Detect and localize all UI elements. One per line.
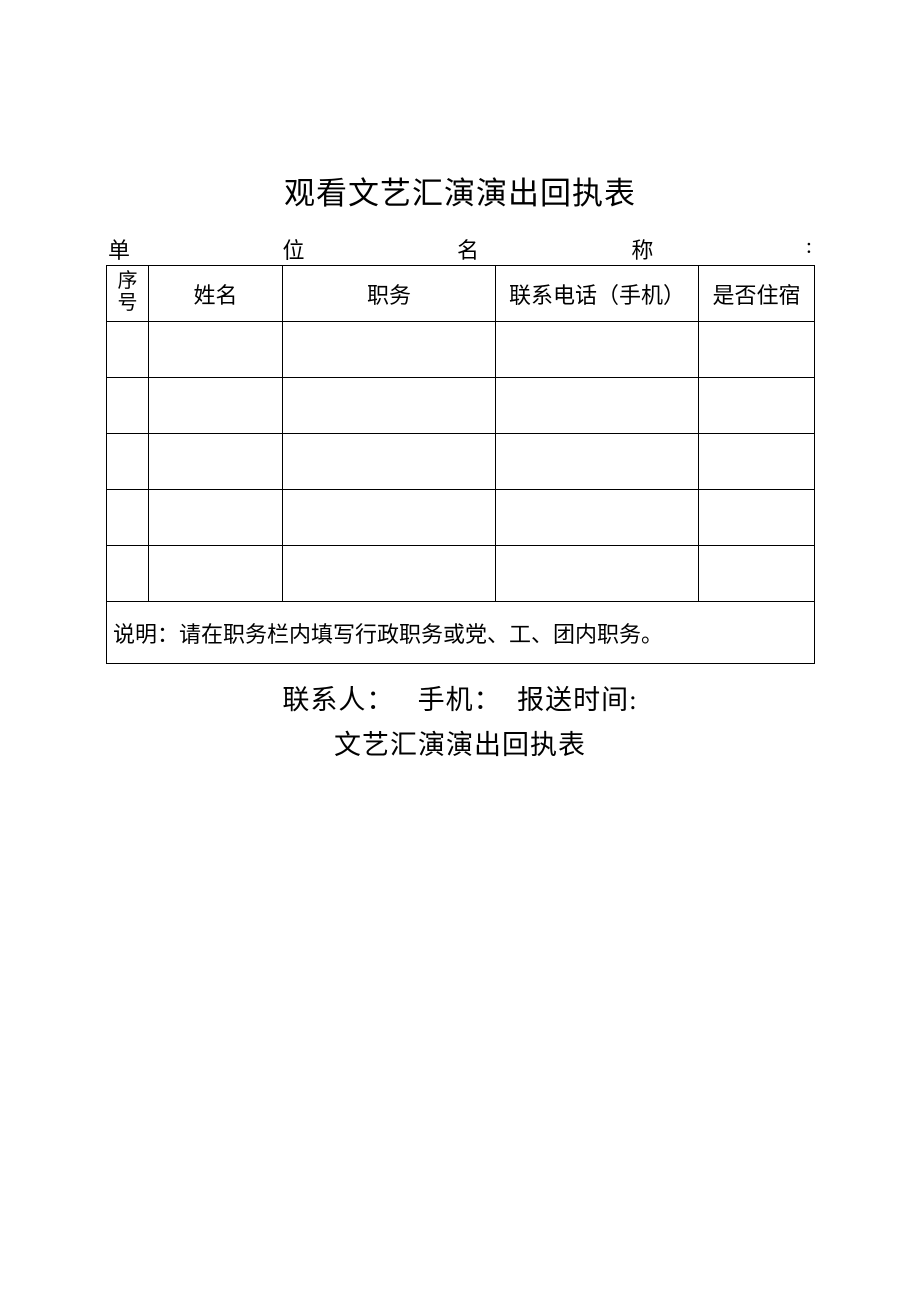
cell-seq (107, 546, 149, 602)
cell-phone (496, 546, 699, 602)
cell-position (283, 546, 496, 602)
contact-label: 联系人： (282, 685, 394, 715)
unit-char-5: : (806, 233, 812, 265)
cell-position (283, 378, 496, 434)
cell-position (283, 490, 496, 546)
cell-phone (496, 378, 699, 434)
cell-name (149, 490, 283, 546)
table-header-row: 序 号 姓名 职务 联系电话（手机） 是否住宿 (107, 266, 815, 322)
cell-phone (496, 490, 699, 546)
cell-phone (496, 434, 699, 490)
cell-seq (107, 378, 149, 434)
time-label: 报送时间: (517, 685, 638, 715)
cell-name (149, 546, 283, 602)
unit-char-2: 位 (282, 233, 304, 265)
cell-stay (699, 322, 815, 378)
cell-seq (107, 322, 149, 378)
unit-name-line: 单 位 名 称 : (106, 233, 814, 265)
header-seq-line1: 序 (118, 270, 138, 292)
document-page: 观看文艺汇演演出回执表 单 位 名 称 : 序 号 姓名 职务 联系电话（手机）… (0, 0, 920, 762)
unit-char-3: 名 (457, 233, 479, 265)
unit-char-1: 单 (108, 233, 130, 265)
cell-name (149, 434, 283, 490)
table-note: 说明：请在职务栏内填写行政职务或党、工、团内职务。 (107, 602, 815, 664)
cell-position (283, 322, 496, 378)
page-title: 观看文艺汇演演出回执表 (106, 168, 814, 213)
cell-stay (699, 546, 815, 602)
table-row (107, 322, 815, 378)
cell-stay (699, 434, 815, 490)
footer-contact-line: 联系人： 手机： 报送时间: (106, 678, 814, 717)
header-position: 职务 (283, 266, 496, 322)
cell-seq (107, 434, 149, 490)
receipt-table: 序 号 姓名 职务 联系电话（手机） 是否住宿 (106, 265, 815, 664)
header-phone: 联系电话（手机） (496, 266, 699, 322)
phone-label: 手机： (418, 685, 502, 715)
header-stay: 是否住宿 (699, 266, 815, 322)
table-row (107, 434, 815, 490)
table-row (107, 378, 815, 434)
cell-phone (496, 322, 699, 378)
header-name: 姓名 (149, 266, 283, 322)
cell-name (149, 378, 283, 434)
table-row (107, 490, 815, 546)
cell-position (283, 434, 496, 490)
unit-char-4: 称 (631, 233, 653, 265)
footer-subtitle: 文艺汇演演出回执表 (106, 723, 814, 762)
cell-stay (699, 490, 815, 546)
cell-name (149, 322, 283, 378)
table-row (107, 546, 815, 602)
header-seq: 序 号 (107, 266, 149, 322)
cell-seq (107, 490, 149, 546)
cell-stay (699, 378, 815, 434)
header-seq-line2: 号 (118, 292, 138, 314)
table-note-row: 说明：请在职务栏内填写行政职务或党、工、团内职务。 (107, 602, 815, 664)
